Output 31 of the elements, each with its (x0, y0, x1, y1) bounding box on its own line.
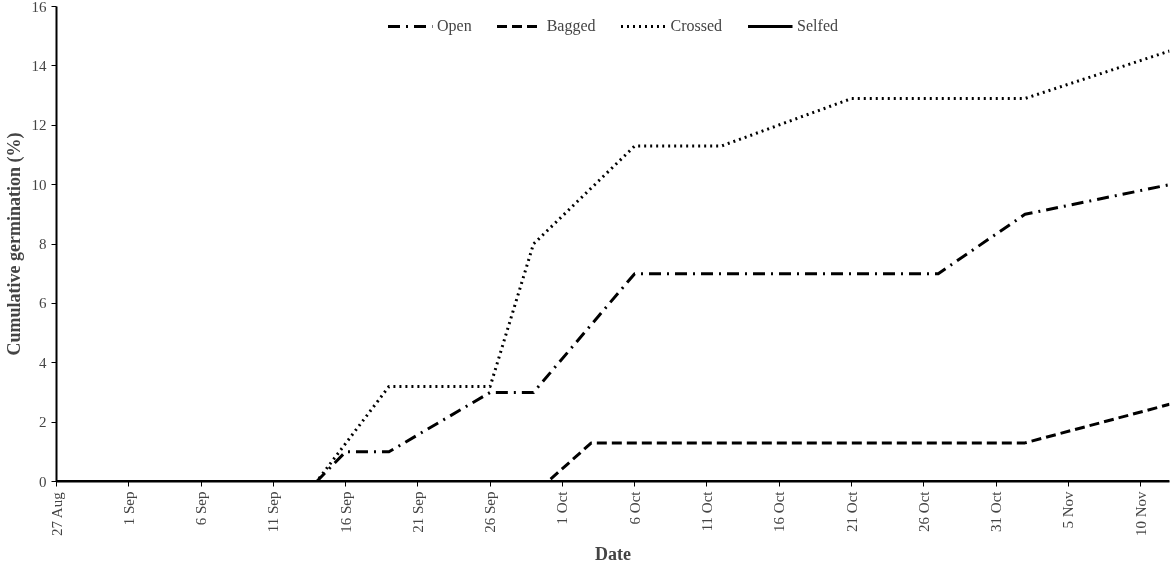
x-tick-label: 1 Sep (120, 491, 137, 526)
x-tick-label: 1 Oct (554, 490, 571, 525)
x-tick-label: 11 Sep (265, 491, 282, 533)
y-tick-label: 8 (39, 236, 47, 252)
y-tick-label: 2 (39, 414, 47, 431)
y-tick-label: 16 (31, 0, 47, 15)
legend-label: Open (437, 17, 472, 35)
y-tick-label: 6 (39, 295, 47, 312)
x-tick-label: 21 Oct (843, 490, 860, 532)
y-axis-title: Cumulative germination (%) (3, 132, 25, 356)
y-tick-label: 10 (31, 176, 47, 193)
y-tick-label: 12 (31, 117, 47, 134)
x-tick-label: 26 Oct (915, 490, 932, 532)
legend-label: Crossed (670, 17, 723, 35)
y-tick-label: 4 (39, 354, 47, 371)
x-tick-label: 26 Sep (482, 491, 499, 533)
legend-label: Bagged (546, 17, 596, 35)
x-tick-label: 10 Nov (1132, 491, 1149, 537)
x-tick-label: 11 Oct (698, 490, 715, 532)
x-tick-label: 5 Nov (1060, 491, 1077, 529)
x-tick-label: 6 Sep (193, 491, 210, 526)
x-tick-label: 21 Sep (409, 491, 426, 533)
x-tick-label: 16 Oct (771, 490, 788, 532)
y-tick-label: 14 (31, 57, 47, 74)
x-tick-label: 31 Oct (988, 490, 1005, 532)
x-tick-label: 27 Aug (48, 491, 65, 537)
y-tick-label: 0 (39, 473, 47, 490)
x-axis-title: Date (595, 544, 631, 565)
x-tick-label: 6 Oct (626, 490, 643, 525)
x-tick-label: 16 Sep (337, 491, 354, 533)
legend-label: Selfed (797, 17, 838, 35)
